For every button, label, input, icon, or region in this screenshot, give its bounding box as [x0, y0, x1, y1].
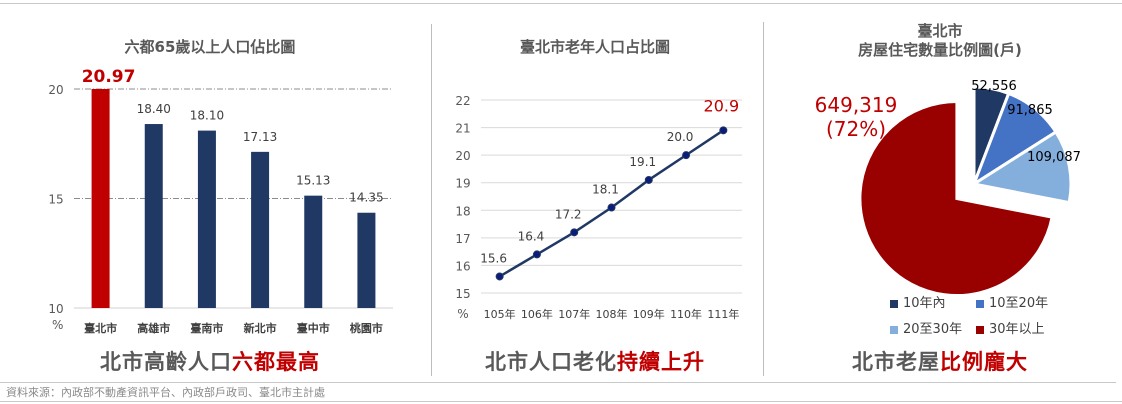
- y-tick: 22: [455, 94, 470, 108]
- pie-slice: [858, 100, 1054, 297]
- data-point: [495, 272, 504, 281]
- x-tick: 臺中市: [297, 321, 330, 335]
- pie-legend: 10年內 10至20年 20至30年 30年以上: [890, 292, 1090, 337]
- data-point: [682, 151, 691, 160]
- legend-swatch: [890, 299, 898, 308]
- point-value: 16.4: [518, 229, 545, 243]
- legend-item-1: 10至20年: [976, 292, 1048, 311]
- bar: [91, 89, 110, 308]
- y-unit: %: [457, 307, 468, 321]
- x-tick: 臺南市: [190, 321, 223, 335]
- point-value: 19.1: [629, 155, 656, 169]
- bar-value: 17.13: [243, 130, 277, 144]
- y-tick: 15: [455, 287, 470, 301]
- data-point: [644, 175, 653, 184]
- legend-swatch: [976, 299, 984, 308]
- bar-value-highlight: 20.97: [82, 67, 136, 87]
- legend-label: 10年內: [903, 296, 946, 311]
- point-value-highlight: 20.9: [704, 96, 740, 115]
- legend-swatch: [890, 325, 898, 334]
- legend-item-2: 20至30年: [890, 318, 962, 337]
- line-chart-title: 臺北市老年人口占比圖: [519, 38, 670, 56]
- y-tick: 18: [455, 204, 470, 218]
- x-tick: 106年: [521, 307, 553, 321]
- source-top-border: [0, 382, 1116, 383]
- pie-title-line2: 房屋住宅數量比例圖(戶): [858, 41, 1022, 59]
- caption-highlight: 持續上升: [617, 350, 705, 374]
- pie-chart: 52,556 91,865 109,087 649,319(72%): [815, 79, 1081, 297]
- bar: [197, 130, 216, 308]
- x-tick: 108年: [596, 307, 628, 321]
- bottom-border: [0, 401, 1122, 402]
- x-tick: 107年: [558, 307, 590, 321]
- line-chart: 15 16 17 18 19 20 21 22% 15.6 105年 16.4 106年 17.2 107…: [455, 94, 742, 321]
- legend-label: 20至30年: [903, 322, 963, 337]
- y-tick: 10: [48, 302, 63, 316]
- point-value: 15.6: [480, 251, 507, 265]
- y-unit: %: [52, 318, 63, 332]
- y-tick: 20: [48, 83, 63, 97]
- top-border: [0, 3, 1122, 4]
- x-tick: 高雄市: [137, 321, 170, 335]
- y-tick: 19: [455, 177, 470, 191]
- bar-value: 15.13: [296, 174, 330, 188]
- divider-2: [763, 22, 764, 376]
- data-point: [570, 228, 579, 237]
- y-tick: 21: [455, 122, 470, 136]
- y-tick: 15: [48, 193, 63, 207]
- caption-highlight: 比例龐大: [940, 350, 1028, 374]
- x-tick: 新北市: [244, 321, 277, 335]
- legend-swatch: [976, 325, 984, 334]
- pie-chart-title: 臺北市 房屋住宅數量比例圖(戶): [830, 22, 1050, 60]
- legend-label: 10至20年: [989, 296, 1049, 311]
- bar: [304, 195, 323, 308]
- data-source-note: 資料來源：內政部不動產資訊平台、內政部戶政司、臺北市主計處: [6, 386, 325, 399]
- x-tick: 110年: [670, 307, 702, 321]
- slice-label-highlight-pct: (72%): [826, 117, 886, 141]
- data-point: [607, 203, 616, 212]
- bar-value: 18.10: [190, 109, 224, 123]
- slice-label: 52,556: [971, 79, 1017, 94]
- caption-text: 北市高齡人口: [100, 350, 232, 374]
- data-point: [719, 126, 728, 135]
- slice-label: 109,087: [1027, 150, 1081, 165]
- bar-chart-title: 六都65歲以上人口佔比圖: [124, 38, 296, 56]
- pie-chart-caption: 北市老屋比例龐大: [830, 346, 1050, 376]
- bar-value: 18.40: [137, 102, 171, 116]
- x-tick: 111年: [707, 307, 739, 321]
- bar: [144, 124, 163, 308]
- y-tick: 20: [455, 149, 470, 163]
- bar: [357, 212, 376, 308]
- pie-slice: [970, 129, 1073, 205]
- x-tick: 109年: [633, 307, 665, 321]
- y-tick: 16: [455, 259, 470, 273]
- caption-text: 北市人口老化: [485, 350, 617, 374]
- line-chart-caption: 北市人口老化持續上升: [450, 346, 740, 376]
- caption-text: 北市老屋: [852, 350, 940, 374]
- bar-value: 14.35: [349, 191, 383, 205]
- data-point: [532, 250, 541, 259]
- legend-item-0: 10年內: [890, 292, 946, 311]
- slice-label-highlight: 649,319: [815, 93, 898, 117]
- x-tick: 105年: [484, 307, 516, 321]
- point-value: 18.1: [592, 183, 619, 197]
- legend-label: 30年以上: [989, 322, 1045, 337]
- y-tick: 17: [455, 232, 470, 246]
- bar-chart: 10 15 20% 20.97 臺北市 18.40 高雄市 18.10 臺南市 17.13 新北市 1…: [48, 67, 393, 335]
- x-tick: 桃園市: [350, 321, 383, 335]
- bar: [251, 151, 270, 308]
- pie-title-line1: 臺北市: [917, 22, 963, 40]
- caption-highlight: 六都最高: [232, 350, 320, 374]
- bar-chart-caption: 北市高齡人口六都最高: [40, 346, 380, 376]
- legend-item-3: 30年以上: [976, 318, 1045, 337]
- divider-1: [431, 24, 432, 376]
- slice-label: 91,865: [1007, 103, 1053, 118]
- point-value: 20.0: [667, 130, 694, 144]
- x-tick: 臺北市: [84, 321, 117, 335]
- point-value: 17.2: [555, 207, 582, 221]
